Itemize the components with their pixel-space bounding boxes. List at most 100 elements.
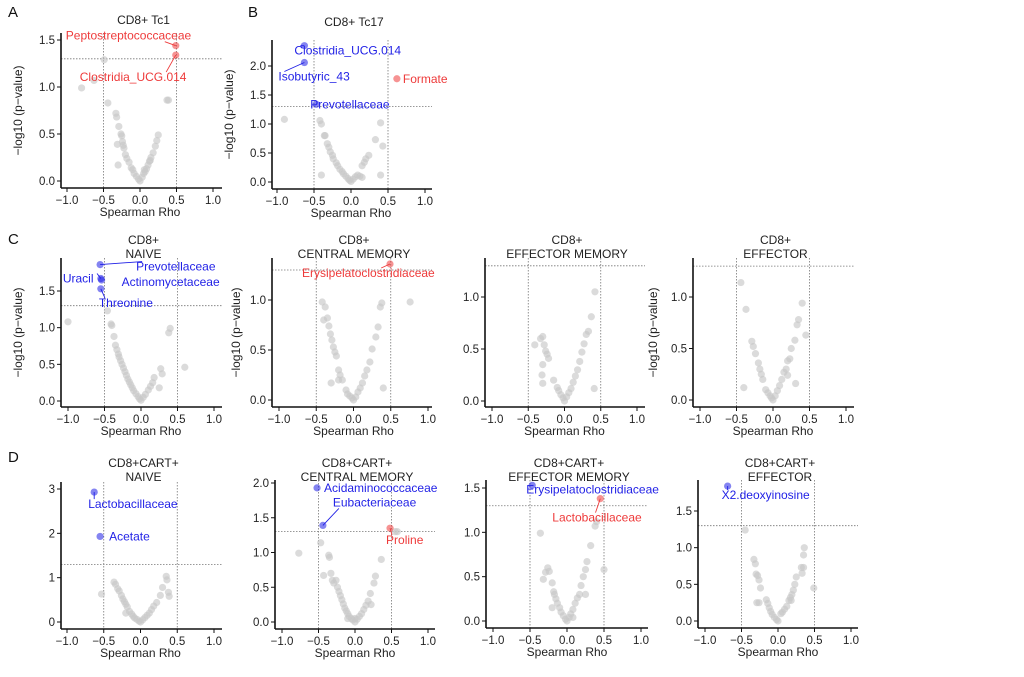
point-label: Prevotellaceae <box>310 97 390 111</box>
data-point <box>317 120 325 128</box>
x-tick-label: 0.0 <box>347 636 363 648</box>
panel-A: A CD8+ Tc1 −1.0 −0.5 0.0 0.5 1.0 0.0 0.5 1.0 1.5 Sp… <box>8 4 222 219</box>
data-point <box>742 305 750 313</box>
x-tick-label: −1.0 <box>689 414 712 426</box>
highlighted-point <box>96 532 104 541</box>
data-point <box>798 299 806 307</box>
y-tick-label: 1.5 <box>39 35 55 47</box>
x-tick-label: 1.0 <box>843 635 859 647</box>
panel-D1: D CD8+CART+NAIVE −1.0 −0.5 0.0 0.5 1.0 0 1 2 3 Spea… <box>8 449 222 660</box>
data-point <box>344 614 352 623</box>
data-point <box>125 158 133 166</box>
y-tick-label: 0 <box>49 617 55 629</box>
data-point <box>789 586 797 594</box>
panel-title: CD8+CART+ <box>322 456 392 470</box>
y-tick-label: 0.5 <box>39 359 55 371</box>
data-point <box>327 379 335 387</box>
data-point <box>791 336 799 344</box>
y-tick-label: 1.0 <box>464 527 480 539</box>
x-tick-label: 1.0 <box>629 414 645 426</box>
x-axis-label: Spearman Rho <box>100 646 181 660</box>
x-tick-label: −0.5 <box>93 414 116 426</box>
y-tick-label: 1.5 <box>676 506 692 518</box>
x-tick-label: 0.5 <box>380 196 396 208</box>
point-label: Threonine <box>99 296 153 310</box>
data-point <box>371 572 380 580</box>
y-tick-label: 2.0 <box>253 478 269 490</box>
data-point <box>593 518 601 526</box>
highlighted-point <box>97 276 106 284</box>
data-point <box>325 322 333 330</box>
x-tick-label: 0.5 <box>802 414 818 426</box>
panel-D3: CD8+CART+EFFECTOR MEMORY −1.0 −0.5 0.0 0.5 1.… <box>464 456 659 659</box>
data-point <box>774 617 782 625</box>
x-tick-label: 1.0 <box>206 636 222 648</box>
data-point <box>280 115 288 123</box>
data-point <box>332 576 340 584</box>
data-point <box>591 288 599 296</box>
x-tick-label: 0.5 <box>170 414 186 426</box>
x-axis-label: Spearman Rho <box>100 205 181 219</box>
x-tick-label: 0.0 <box>765 414 781 426</box>
data-point <box>295 549 303 557</box>
data-point <box>379 142 387 150</box>
data-point <box>140 166 148 174</box>
data-point <box>368 345 376 353</box>
data-point <box>792 379 800 388</box>
data-point <box>377 171 385 179</box>
data-point <box>317 171 325 179</box>
data-point <box>406 298 414 306</box>
x-tick-label: 0.5 <box>807 635 823 647</box>
data-point <box>531 341 539 349</box>
x-tick-label: 1.0 <box>420 414 436 426</box>
x-tick-label: 0.5 <box>169 195 185 207</box>
highlighted-point <box>386 260 394 268</box>
x-tick-label: 1.0 <box>838 414 854 426</box>
x-axis-label: Spearman Rho <box>527 645 608 659</box>
data-point <box>64 318 72 326</box>
panel-D2: CD8+CART+CENTRAL MEMORY −1.0 −0.5 0.0 0.5 1.0… <box>253 456 438 660</box>
data-point <box>539 361 547 369</box>
data-point <box>113 113 121 121</box>
x-tick-label: −0.5 <box>307 636 330 648</box>
y-tick-label: 1.0 <box>250 295 266 307</box>
x-tick-label: 0.5 <box>596 635 612 647</box>
x-tick-label: 0.0 <box>343 196 359 208</box>
panel-title: EFFECTOR MEMORY <box>508 470 630 484</box>
data-point <box>377 119 385 127</box>
data-point <box>323 314 332 322</box>
point-label: Prevotellaceae <box>136 260 216 274</box>
panel-D4: CD8+CART+EFFECTOR −1.0 −0.5 0.0 0.5 1.0 0.0 0.5… <box>676 456 859 659</box>
data-point <box>332 352 340 360</box>
x-tick-label: 0.5 <box>169 636 185 648</box>
y-tick-label: 0.5 <box>671 344 687 356</box>
data-point <box>783 602 791 610</box>
label-leader-line <box>100 261 143 266</box>
x-tick-label: −1.0 <box>266 196 289 208</box>
y-tick-label: 1.0 <box>39 82 55 94</box>
x-tick-label: −0.5 <box>517 414 540 426</box>
x-axis-label: Spearman Rho <box>311 206 392 220</box>
x-tick-label: −1.0 <box>481 414 504 426</box>
data-point <box>338 376 346 384</box>
panel-title: CENTRAL MEMORY <box>301 470 414 484</box>
x-tick-label: 0.0 <box>133 414 149 426</box>
data-point <box>115 122 123 131</box>
data-point <box>325 553 334 561</box>
data-point <box>580 340 588 348</box>
data-point <box>550 376 558 384</box>
panel-letter: A <box>8 4 18 21</box>
y-tick-label: 0.0 <box>250 177 266 189</box>
y-tick-label: 0.5 <box>464 572 480 584</box>
point-label: Isobutyric_43 <box>278 70 350 84</box>
x-tick-label: −1.0 <box>56 636 79 648</box>
data-point <box>377 555 385 564</box>
data-point <box>149 149 157 157</box>
x-tick-label: 0.0 <box>132 195 148 207</box>
data-point <box>569 613 577 622</box>
x-axis-label: Spearman Rho <box>315 646 396 660</box>
data-point <box>114 161 122 169</box>
y-axis-label: −log10 (p−value) <box>222 69 236 159</box>
x-tick-label: −0.5 <box>303 196 326 208</box>
point-label: Uracil <box>63 272 94 286</box>
